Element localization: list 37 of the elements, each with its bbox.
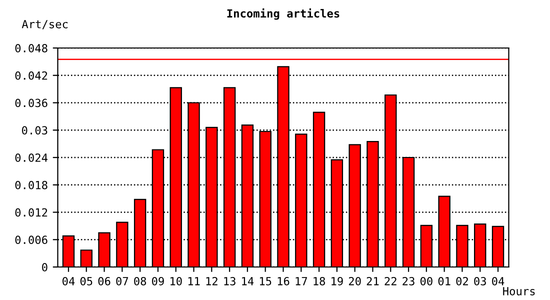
y-tick-label: 0.018 [15, 180, 48, 190]
x-tick-label: 18 [314, 276, 326, 286]
y-tick-label: 0.048 [15, 44, 48, 52]
x-tick-label: 20 [348, 276, 361, 286]
x-tick-label: 22 [384, 276, 396, 286]
x-tick-label: 15 [260, 277, 272, 286]
y-tick-label: 0.012 [15, 208, 48, 217]
y-tick-label: 0.042 [15, 71, 48, 80]
x-tick-label: 09 [152, 276, 164, 286]
x-tick-label: 07 [116, 276, 128, 286]
x-tick-label: 00 [420, 276, 432, 286]
x-tick-label: 14 [242, 277, 254, 286]
x-tick-label: 12 [206, 276, 218, 286]
x-tick-label: 16 [278, 276, 290, 286]
x-tick-label: 03 [474, 276, 486, 286]
y-tick-label: 0.036 [15, 98, 48, 108]
x-tick-label: 06 [98, 276, 110, 286]
x-tick-label: 08 [134, 276, 146, 286]
x-tick-label: 11 [188, 277, 200, 286]
x-tick-label: 02 [456, 276, 468, 286]
y-axis-title: Art/sec [22, 20, 68, 30]
x-tick-label: 21 [366, 276, 379, 286]
x-tick-label: 01 [438, 276, 450, 286]
x-tick-label: 04 [492, 276, 504, 286]
y-tick-label: 0.006 [15, 236, 48, 244]
x-tick-label: 05 [80, 276, 92, 286]
x-tick-label: 23 [402, 276, 414, 286]
chart-title: Incoming articles [227, 8, 340, 20]
x-tick-label: 19 [332, 276, 343, 286]
y-tick-label: 0 [42, 263, 48, 272]
y-tick-label: 0.024 [15, 154, 48, 162]
x-tick-label: 17 [296, 277, 307, 286]
x-tick-label: 13 [224, 276, 236, 286]
y-tick-label: 0.03 [22, 126, 48, 135]
x-tick-label: 04 [62, 276, 75, 286]
x-tick-label: 10 [170, 276, 182, 286]
x-axis-title: Hours [503, 287, 535, 296]
